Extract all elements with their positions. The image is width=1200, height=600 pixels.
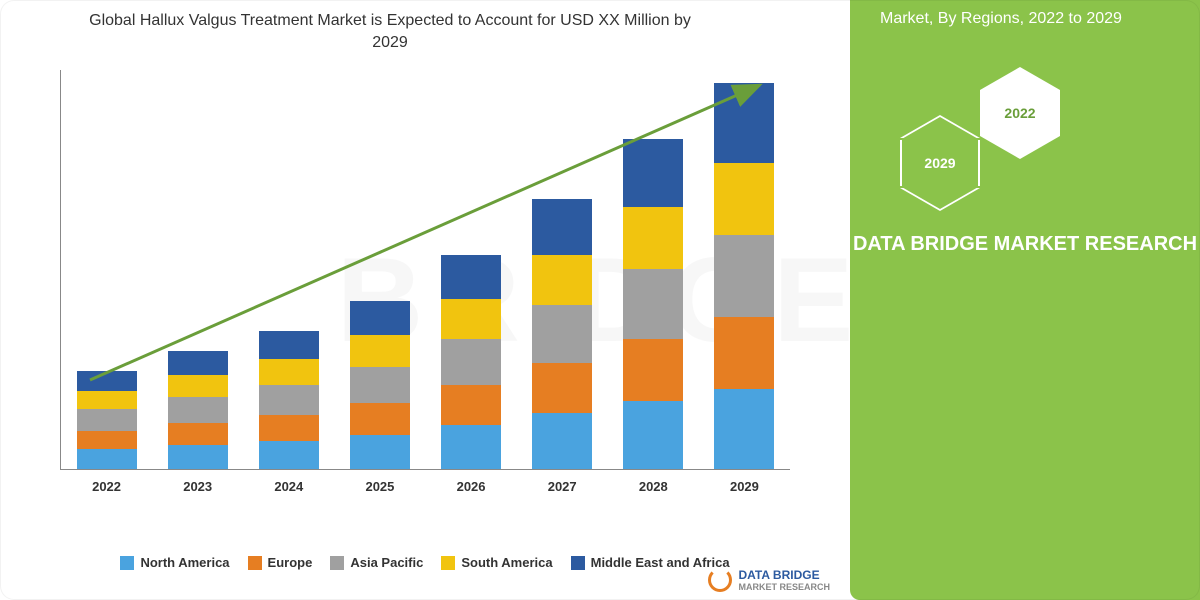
bar-segment xyxy=(714,83,774,163)
bar-label: 2026 xyxy=(457,479,486,494)
bars-container: 2022 2023 2024 2025 2026 2027 2028 2029 xyxy=(60,70,790,470)
bar-segment xyxy=(441,255,501,299)
bar-label: 2023 xyxy=(183,479,212,494)
bar-segment xyxy=(77,371,137,391)
bar-group: 2028 xyxy=(623,139,683,469)
legend-item: Europe xyxy=(248,555,313,570)
bar-label: 2025 xyxy=(365,479,394,494)
bar-group: 2027 xyxy=(532,199,592,469)
bar-group: 2025 xyxy=(350,301,410,469)
bar-segment xyxy=(259,441,319,469)
footer-logo-text: DATA BRIDGE MARKET RESEARCH xyxy=(738,568,830,592)
bar-segment xyxy=(714,235,774,317)
bar-segment xyxy=(441,339,501,385)
bar-segment xyxy=(714,317,774,389)
bar-segment xyxy=(259,415,319,441)
bar-segment xyxy=(77,449,137,469)
bar-segment xyxy=(532,255,592,305)
legend-item: North America xyxy=(120,555,229,570)
legend-swatch xyxy=(120,556,134,570)
right-panel-title: Market, By Regions, 2022 to 2029 xyxy=(880,10,1190,28)
bar-group: 2029 xyxy=(714,83,774,469)
bar-segment xyxy=(77,391,137,409)
bar-segment xyxy=(714,389,774,469)
bar-segment xyxy=(350,335,410,367)
bar-segment xyxy=(441,425,501,469)
bar-segment xyxy=(623,401,683,469)
bar-segment xyxy=(623,139,683,207)
bar-segment xyxy=(259,359,319,385)
bar-label: 2024 xyxy=(274,479,303,494)
footer-logo-line1: DATA BRIDGE xyxy=(738,568,830,582)
bar-segment xyxy=(350,403,410,435)
footer-logo-icon xyxy=(708,568,732,592)
bar-segment xyxy=(532,413,592,469)
bar-segment xyxy=(168,445,228,469)
bar-segment xyxy=(168,397,228,423)
bar-label: 2027 xyxy=(548,479,577,494)
legend-label: South America xyxy=(461,555,552,570)
legend-item: South America xyxy=(441,555,552,570)
legend-item: Asia Pacific xyxy=(330,555,423,570)
footer-logo: DATA BRIDGE MARKET RESEARCH xyxy=(708,568,830,592)
legend-swatch xyxy=(248,556,262,570)
chart-legend: North America Europe Asia Pacific South Ame… xyxy=(60,555,790,570)
chart-area: 2022 2023 2024 2025 2026 2027 2028 2029 xyxy=(60,70,790,500)
legend-swatch xyxy=(330,556,344,570)
bar-group: 2024 xyxy=(259,331,319,469)
hexagon-year-2022: 2022 xyxy=(980,90,1060,136)
bar-segment xyxy=(350,367,410,403)
legend-item: Middle East and Africa xyxy=(571,555,730,570)
bar-segment xyxy=(532,305,592,363)
bar-group: 2022 xyxy=(77,371,137,469)
bar-segment xyxy=(350,301,410,335)
bar-segment xyxy=(168,375,228,397)
hexagon-year-2029: 2029 xyxy=(900,140,980,186)
bar-segment xyxy=(168,423,228,445)
bar-label: 2022 xyxy=(92,479,121,494)
right-panel: Market, By Regions, 2022 to 2029 2022 20… xyxy=(850,0,1200,600)
bar-segment xyxy=(623,339,683,401)
bar-label: 2029 xyxy=(730,479,759,494)
bar-segment xyxy=(259,331,319,359)
legend-label: North America xyxy=(140,555,229,570)
bar-label: 2028 xyxy=(639,479,668,494)
legend-swatch xyxy=(571,556,585,570)
brand-text: DATA BRIDGE MARKET RESEARCH xyxy=(850,230,1200,258)
bar-segment xyxy=(532,199,592,255)
bar-segment xyxy=(441,385,501,425)
bar-segment xyxy=(168,351,228,375)
bar-group: 2023 xyxy=(168,351,228,469)
legend-label: Asia Pacific xyxy=(350,555,423,570)
bar-segment xyxy=(77,431,137,449)
bar-segment xyxy=(259,385,319,415)
bar-segment xyxy=(623,207,683,269)
bar-segment xyxy=(714,163,774,235)
footer-logo-line2: MARKET RESEARCH xyxy=(738,582,830,592)
bar-segment xyxy=(77,409,137,431)
bar-segment xyxy=(532,363,592,413)
bar-segment xyxy=(623,269,683,339)
bar-segment xyxy=(350,435,410,469)
bar-segment xyxy=(441,299,501,339)
legend-swatch xyxy=(441,556,455,570)
bar-group: 2026 xyxy=(441,255,501,469)
chart-title: Global Hallux Valgus Treatment Market is… xyxy=(80,10,700,55)
legend-label: Europe xyxy=(268,555,313,570)
